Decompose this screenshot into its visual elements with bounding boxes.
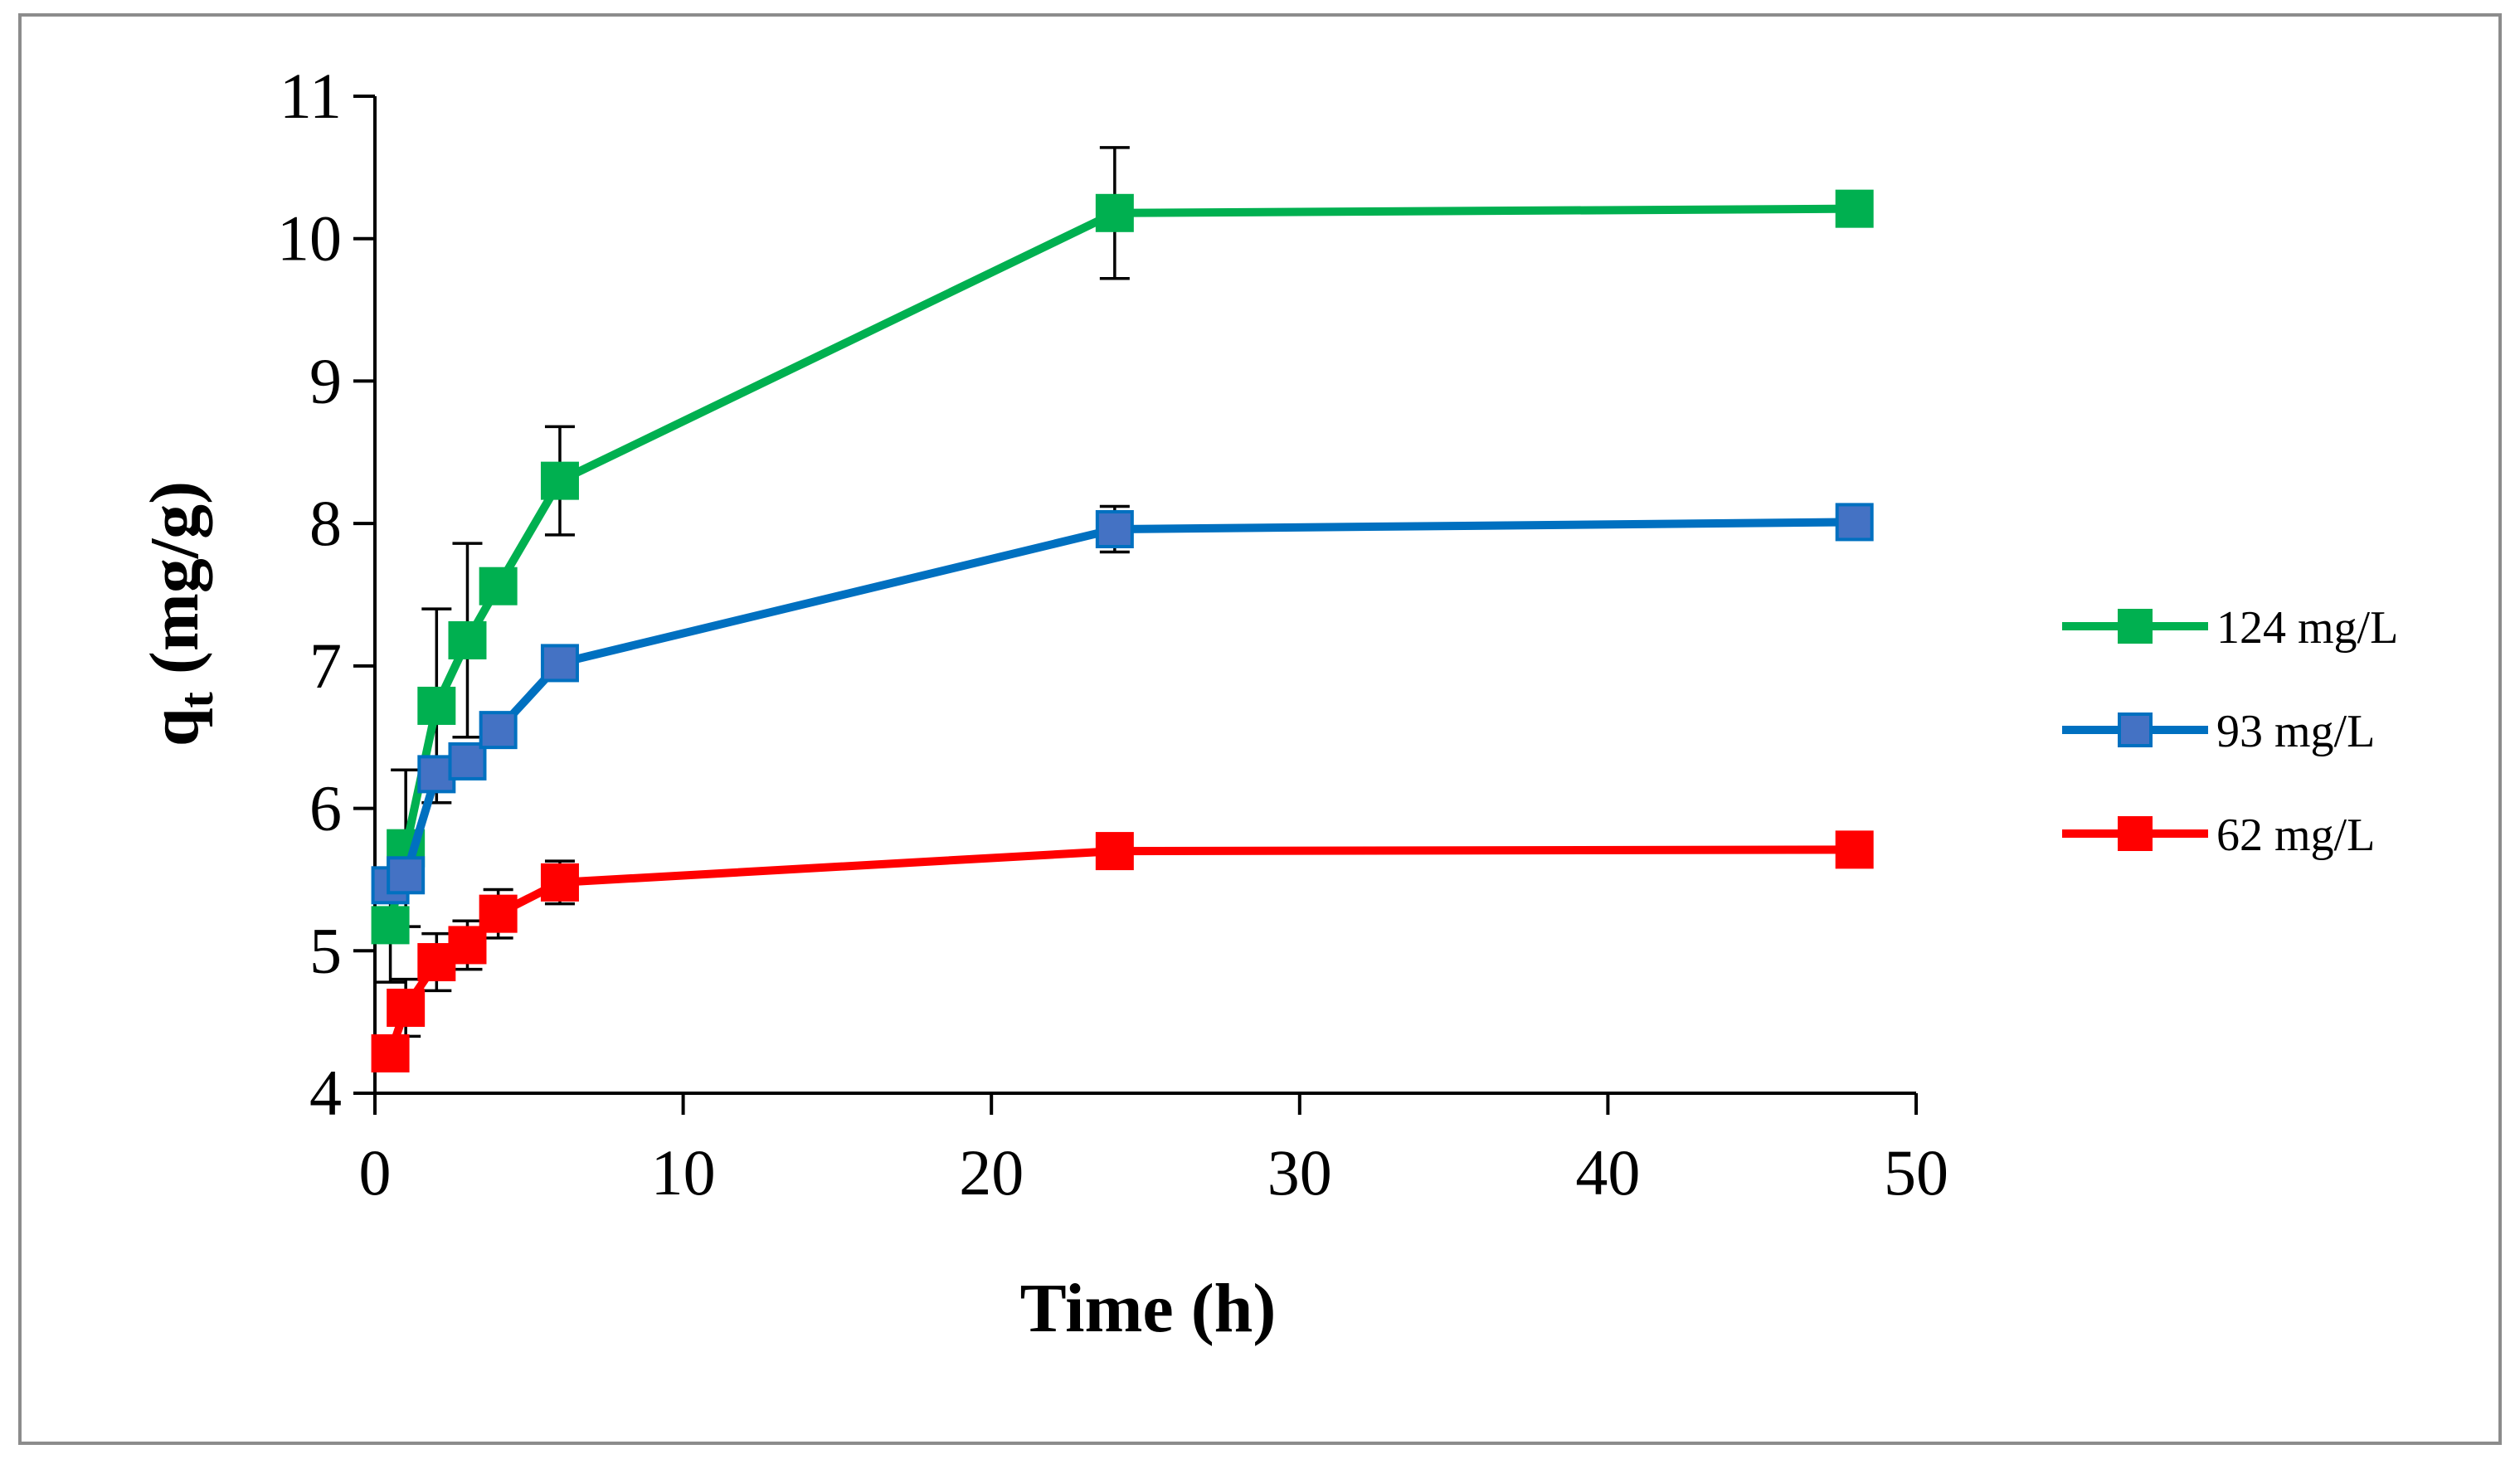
legend: 124 mg/L 93 mg/L 62 mg/L bbox=[2062, 602, 2398, 861]
data-point bbox=[448, 926, 487, 965]
data-point bbox=[540, 863, 579, 902]
x-tick-label: 50 bbox=[1884, 1136, 1948, 1209]
legend-marker bbox=[2118, 712, 2153, 747]
data-point bbox=[448, 620, 487, 659]
x-tick-label: 30 bbox=[1267, 1136, 1332, 1209]
data-point bbox=[1835, 830, 1874, 869]
y-tick-label: 8 bbox=[309, 487, 342, 559]
legend-label: 93 mg/L bbox=[2216, 706, 2375, 757]
series-group bbox=[371, 189, 1874, 1072]
data-point bbox=[540, 461, 579, 500]
data-point bbox=[387, 856, 426, 895]
y-tick-label: 9 bbox=[309, 344, 342, 416]
data-point bbox=[540, 644, 579, 683]
legend-marker bbox=[2118, 609, 2153, 644]
y-tick-label: 4 bbox=[309, 1057, 342, 1129]
x-axis-title: Time (h) bbox=[1020, 1270, 1277, 1347]
y-axis-title: qt (mg/g) bbox=[136, 481, 223, 747]
y-tick-label: 7 bbox=[309, 630, 342, 702]
data-point bbox=[1835, 503, 1874, 542]
x-tick-label: 0 bbox=[359, 1136, 392, 1209]
y-tick-label: 11 bbox=[280, 60, 342, 132]
x-tick-label: 20 bbox=[959, 1136, 1024, 1209]
series-line bbox=[386, 204, 1855, 926]
legend-marker bbox=[2118, 816, 2153, 851]
data-point bbox=[479, 711, 518, 750]
y-tick-label: 5 bbox=[309, 914, 342, 986]
y-axis-title-subscript: t bbox=[169, 691, 223, 708]
y-tick-label: 10 bbox=[277, 202, 342, 275]
data-point bbox=[1095, 832, 1134, 871]
data-point bbox=[371, 906, 410, 945]
data-point bbox=[371, 1033, 410, 1072]
data-point bbox=[387, 988, 426, 1027]
data-point bbox=[448, 742, 487, 781]
data-point bbox=[417, 943, 456, 982]
y-tick-label: 6 bbox=[309, 772, 342, 844]
legend-label: 62 mg/L bbox=[2216, 810, 2375, 861]
x-tick-label: 40 bbox=[1575, 1136, 1640, 1209]
y-axis-title-main: q bbox=[136, 708, 213, 747]
data-point bbox=[479, 894, 518, 933]
data-point bbox=[417, 686, 456, 725]
x-tick-label: 10 bbox=[651, 1136, 716, 1209]
legend-label: 124 mg/L bbox=[2216, 602, 2398, 654]
y-axis-title-rest: (mg/g) bbox=[136, 481, 213, 692]
data-point bbox=[479, 567, 518, 605]
data-point bbox=[1095, 193, 1134, 232]
data-point bbox=[1835, 189, 1874, 228]
data-point bbox=[1095, 510, 1134, 549]
